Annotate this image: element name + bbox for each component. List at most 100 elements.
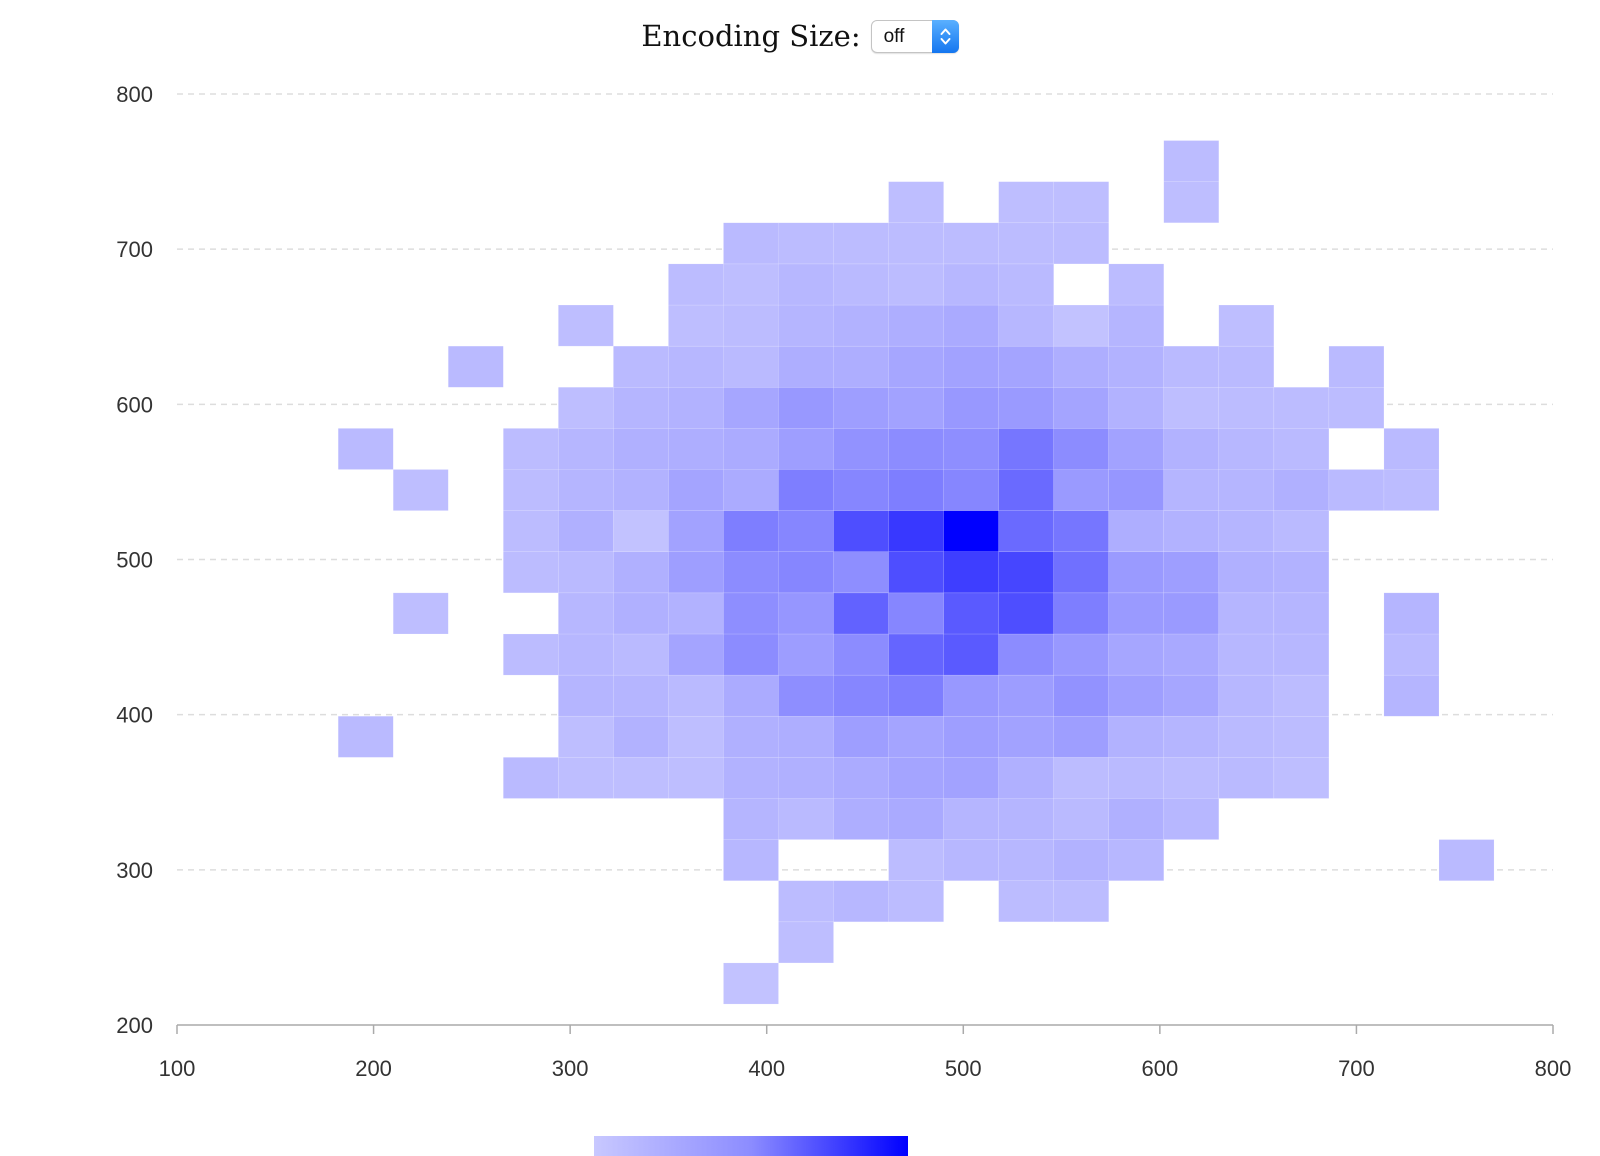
heatmap-cell	[943, 551, 999, 594]
heatmap-cell	[1108, 674, 1165, 717]
heatmap-cell	[888, 428, 944, 470]
heatmap-cell	[778, 798, 834, 840]
y-tick-label: 400	[116, 703, 153, 728]
heatmap-cell	[558, 387, 614, 429]
heatmap-cell	[1328, 345, 1385, 388]
heatmap-cell	[723, 345, 779, 388]
heatmap-cell	[723, 757, 779, 799]
heatmap-cell	[1163, 428, 1220, 470]
heatmap-cell	[998, 839, 1054, 881]
heatmap-cell	[1108, 387, 1165, 429]
heatmap-cell	[778, 633, 834, 676]
heatmap-cell	[1273, 592, 1330, 635]
heatmap-cell	[668, 345, 724, 388]
encoding-size-select[interactable]: off	[870, 19, 959, 53]
heatmap-cell	[1383, 592, 1440, 635]
heatmap-cell	[943, 592, 999, 635]
heatmap-cell	[943, 715, 999, 758]
heatmap-cell	[1163, 592, 1220, 635]
heatmap-cell	[1273, 715, 1330, 758]
heatmap-cell	[833, 592, 889, 635]
heatmap-cell	[833, 469, 889, 511]
heatmap-cell	[613, 715, 669, 758]
heatmap-cell	[833, 222, 889, 265]
heatmap-cell	[1383, 674, 1440, 717]
heatmap-cell	[1218, 469, 1275, 511]
heatmap-cell	[833, 345, 889, 388]
heatmap-cell	[1218, 757, 1275, 799]
heatmap-cell	[448, 345, 504, 388]
heatmap-cell	[888, 839, 944, 881]
heatmap-cell	[558, 633, 614, 676]
heatmap-cell	[668, 674, 724, 717]
heatmap-cell	[1108, 510, 1165, 552]
heatmap-cell	[888, 387, 944, 429]
heatmap-cell	[833, 263, 889, 306]
heatmap-cells	[337, 140, 1495, 1005]
heatmap-cell	[888, 469, 944, 511]
heatmap-cell	[1163, 345, 1220, 388]
heatmap-cell	[1273, 428, 1330, 470]
heatmap-cell	[337, 428, 394, 470]
heatmap-cell	[833, 387, 889, 429]
heatmap-cell	[778, 469, 834, 511]
heatmap-cell	[998, 551, 1054, 594]
heatmap-cell	[723, 551, 779, 594]
heatmap-cell	[1328, 387, 1385, 429]
heatmap-cell	[1218, 304, 1275, 347]
heatmap-cell	[943, 674, 999, 717]
y-tick-label: 500	[116, 548, 153, 573]
heatmap-cell	[778, 551, 834, 594]
heatmap-cell	[558, 469, 614, 511]
heatmap-cell	[1108, 428, 1165, 470]
heatmap-cell	[1108, 798, 1165, 840]
heatmap-cell	[1163, 469, 1220, 511]
heatmap-cell	[392, 469, 449, 511]
heatmap-cell	[1218, 551, 1275, 594]
heatmap-cell	[1218, 345, 1275, 388]
heatmap-cell	[1163, 510, 1220, 552]
heatmap-cell	[723, 263, 779, 306]
heatmap-cell	[998, 469, 1054, 511]
x-tick-label: 800	[1535, 1056, 1572, 1081]
heatmap-cell	[888, 345, 944, 388]
heatmap-cell	[723, 715, 779, 758]
heatmap-cell	[943, 839, 999, 881]
heatmap-cell	[1438, 839, 1495, 881]
heatmap-cell	[1108, 715, 1165, 758]
heatmap-cell	[503, 469, 559, 511]
heatmap-cell	[558, 428, 614, 470]
heatmap-cell	[668, 551, 724, 594]
heatmap-cell	[1273, 551, 1330, 594]
heatmap-cell	[778, 715, 834, 758]
heatmap-cell	[1053, 715, 1109, 758]
y-tick-label: 600	[116, 392, 153, 417]
heatmap-cell	[998, 798, 1054, 840]
heatmap-cell	[723, 633, 779, 676]
heatmap-cell	[943, 469, 999, 511]
heatmap-cell	[888, 715, 944, 758]
heatmap-cell	[613, 592, 669, 635]
heatmap-cell	[613, 633, 669, 676]
heatmap-cell	[1108, 757, 1165, 799]
heatmap-cell	[1108, 839, 1165, 881]
heatmap-cell	[668, 387, 724, 429]
heatmap-cell	[1108, 304, 1165, 347]
heatmap-cell	[778, 510, 834, 552]
heatmap-cell	[998, 510, 1054, 552]
heatmap-cell	[1163, 757, 1220, 799]
heatmap-cell	[503, 510, 559, 552]
heatmap-cell	[723, 510, 779, 552]
heatmap-cell	[888, 551, 944, 594]
heatmap-cell	[1273, 674, 1330, 717]
heatmap-cell	[613, 551, 669, 594]
heatmap-cell	[943, 510, 999, 552]
heatmap-cell	[1108, 263, 1165, 306]
heatmap-cell	[392, 592, 449, 635]
heatmap-cell	[888, 263, 944, 306]
heatmap-cell	[1108, 345, 1165, 388]
heatmap-cell	[888, 633, 944, 676]
heatmap-cell	[998, 387, 1054, 429]
heatmap-cell	[833, 633, 889, 676]
up-down-chevron-icon	[931, 19, 959, 53]
